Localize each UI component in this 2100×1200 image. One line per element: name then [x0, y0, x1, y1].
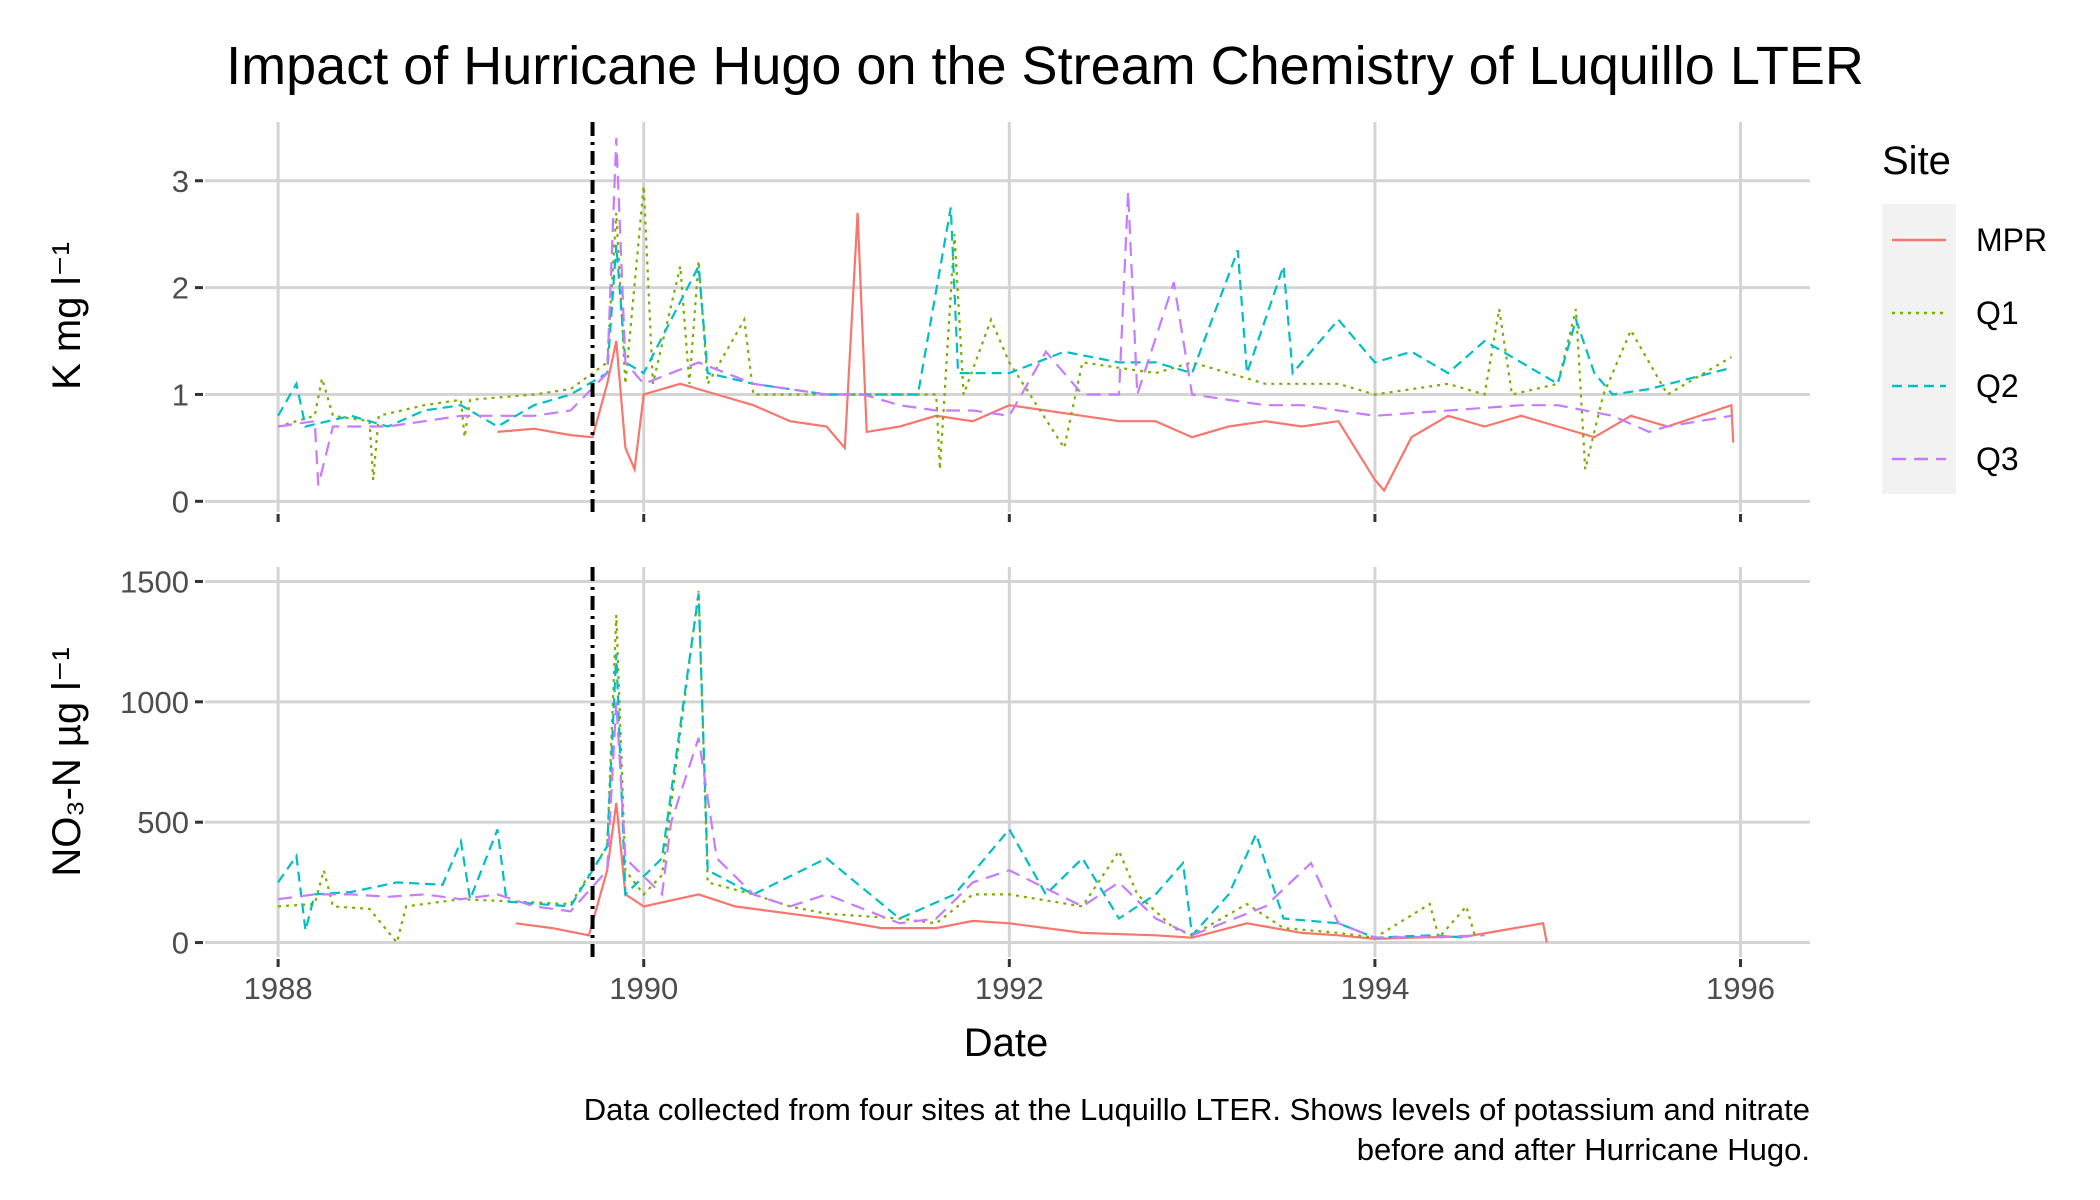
legend-label-mpr: MPR — [1976, 222, 2047, 258]
legend-label-q1: Q1 — [1976, 295, 2019, 331]
nitrate-y-tick-label-500: 500 — [137, 805, 189, 840]
legend-label-q2: Q2 — [1976, 368, 2019, 404]
potassium-y-tick-label-1: 1 — [172, 377, 189, 412]
potassium-series-mpr-line — [497, 212, 1735, 493]
potassium-series-q1-line — [277, 185, 1732, 480]
nitrate-series-q1-line — [278, 590, 1477, 945]
nitrate-y-axis-title: NO₃-N µg l⁻¹ — [45, 647, 89, 876]
potassium-y-tick-label-0: 0 — [172, 484, 189, 519]
nitrate-series-q3-line — [277, 701, 1485, 939]
x-tick-label-1996: 1996 — [1706, 971, 1775, 1006]
potassium-series-q2-line — [277, 207, 1732, 428]
legend-title: Site — [1882, 139, 1951, 183]
legend: Site MPR Q1 Q2 Q3 — [1882, 139, 2047, 494]
nitrate-y-tick-label-0: 0 — [172, 926, 189, 961]
x-tick-label-1994: 1994 — [1340, 971, 1409, 1006]
caption-line-2: before and after Hurricane Hugo. — [1357, 1132, 1810, 1167]
caption-line-1: Data collected from four sites at the Lu… — [584, 1092, 1810, 1127]
nitrate-series-q2-line — [277, 593, 1467, 939]
x-tick-label-1990: 1990 — [609, 971, 678, 1006]
legend-key-background — [1882, 204, 1956, 494]
potassium-y-tick-label-2: 2 — [172, 271, 189, 306]
potassium-panel: 0 1 2 3 — [172, 122, 1810, 522]
chart-title: Impact of Hurricane Hugo on the Stream C… — [226, 36, 1864, 96]
x-tick-label-1992: 1992 — [975, 971, 1044, 1006]
potassium-y-axis-title: K mg l⁻¹ — [45, 242, 89, 390]
x-tick-label-1988: 1988 — [244, 971, 313, 1006]
potassium-series-q3-line — [277, 137, 1732, 486]
caption: Data collected from four sites at the Lu… — [584, 1092, 1810, 1167]
nitrate-panel: 0 500 1000 1500 1988 1990 1992 1994 1996 — [120, 564, 1810, 1006]
legend-label-q3: Q3 — [1976, 441, 2019, 477]
nitrate-series-mpr-line — [515, 802, 1548, 943]
nitrate-y-tick-label-1000: 1000 — [120, 685, 189, 720]
potassium-y-tick-label-3: 3 — [172, 164, 189, 199]
x-axis-title: Date — [964, 1021, 1049, 1065]
nitrate-y-tick-label-1500: 1500 — [120, 564, 189, 599]
